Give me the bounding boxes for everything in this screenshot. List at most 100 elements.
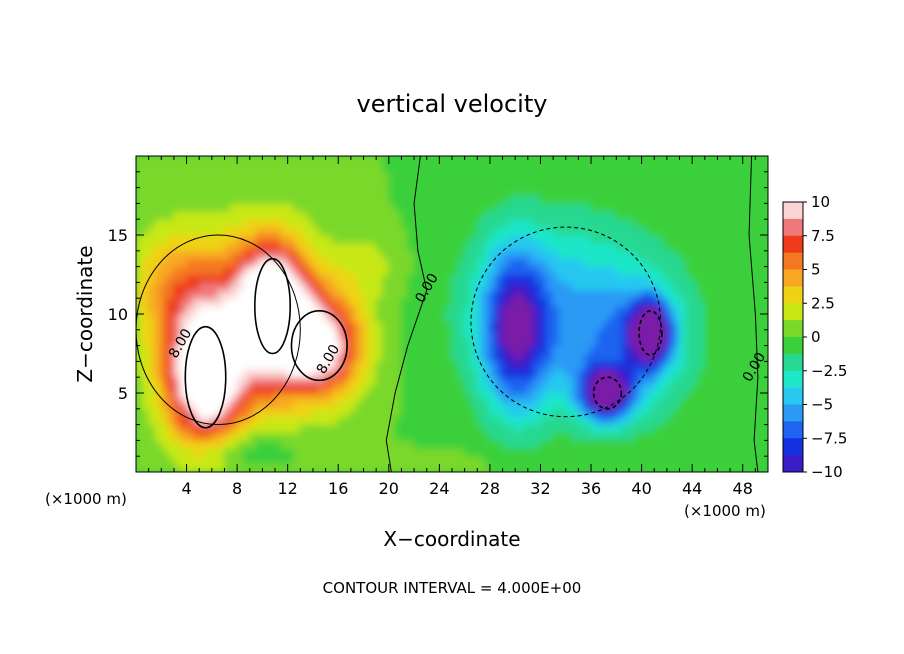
field-cell <box>489 195 497 204</box>
field-cell <box>685 171 693 181</box>
field-cell <box>628 447 636 457</box>
field-cell <box>419 416 428 426</box>
field-cell <box>356 258 365 268</box>
field-cell <box>691 179 699 189</box>
field-cell <box>729 408 737 418</box>
field-cell <box>571 455 579 465</box>
field-cell <box>470 297 478 307</box>
field-cell <box>205 202 213 212</box>
field-cell <box>742 313 750 323</box>
field-cell <box>331 242 339 252</box>
field-cell <box>230 305 238 315</box>
field-cell <box>337 337 346 347</box>
field-cell <box>754 234 763 244</box>
field-cell <box>748 202 756 212</box>
field-cell <box>280 400 289 410</box>
field-cell <box>230 187 238 196</box>
field-cell <box>223 447 232 457</box>
field-cell <box>735 210 744 220</box>
field-cell <box>451 455 459 465</box>
field-cell <box>154 274 162 283</box>
field-cell <box>394 163 402 173</box>
field-cell <box>590 234 598 244</box>
field-cell <box>577 329 586 339</box>
field-cell <box>186 392 194 402</box>
field-cell <box>217 163 225 173</box>
field-cell <box>249 360 257 370</box>
field-cell <box>729 242 737 252</box>
field-cell <box>419 187 428 196</box>
field-cell <box>160 313 169 323</box>
field-cell <box>508 337 516 347</box>
field-cell <box>679 274 687 283</box>
field-cell <box>577 321 586 331</box>
field-cell <box>274 337 282 347</box>
field-cell <box>558 187 567 196</box>
field-cell <box>318 447 327 457</box>
field-cell <box>293 345 301 354</box>
field-cell <box>716 258 725 268</box>
field-cell <box>539 392 548 402</box>
field-cell <box>299 360 308 370</box>
field-cell <box>363 179 371 189</box>
field-cell <box>205 274 213 283</box>
field-cell <box>438 424 447 433</box>
field-cell <box>716 447 725 457</box>
x-tick-label: 44 <box>682 479 702 498</box>
field-cell <box>160 297 169 307</box>
field-cell <box>438 163 447 173</box>
field-cell <box>426 163 434 173</box>
field-cell <box>242 329 251 339</box>
field-cell <box>299 218 308 228</box>
field-cell <box>287 321 295 331</box>
field-cell <box>552 210 560 220</box>
field-cell <box>571 353 579 362</box>
field-cell <box>167 376 175 386</box>
field-cell <box>261 289 270 299</box>
field-cell <box>653 337 662 347</box>
field-cell <box>344 424 352 433</box>
field-cell <box>394 289 402 299</box>
field-cell <box>394 210 402 220</box>
field-cell <box>754 250 763 260</box>
field-cell <box>369 368 377 378</box>
field-cell <box>704 258 712 268</box>
field-cell <box>426 416 434 426</box>
field-cell <box>761 258 768 268</box>
field-cell <box>464 376 472 386</box>
field-cell <box>464 353 472 362</box>
field-cell <box>331 250 339 260</box>
field-cell <box>546 424 554 433</box>
field-cell <box>685 242 693 252</box>
field-cell <box>356 439 365 449</box>
field-cell <box>660 439 668 449</box>
field-cell <box>546 408 554 418</box>
field-cell <box>565 187 573 196</box>
field-cell <box>476 400 485 410</box>
field-cell <box>653 408 662 418</box>
field-cell <box>293 432 301 441</box>
field-cell <box>242 368 251 378</box>
field-cell <box>388 258 396 268</box>
field-cell <box>710 218 718 228</box>
field-cell <box>666 368 674 378</box>
field-cell <box>584 187 592 196</box>
field-cell <box>742 274 750 283</box>
field-cell <box>527 400 535 410</box>
field-cell <box>192 392 200 402</box>
field-cell <box>495 210 504 220</box>
field-cell <box>634 156 643 165</box>
field-cell <box>261 305 270 315</box>
field-cell <box>160 179 169 189</box>
field-cell <box>261 171 270 181</box>
field-cell <box>495 416 504 426</box>
field-cell <box>577 353 586 362</box>
field-cell <box>160 234 169 244</box>
field-cell <box>268 163 276 173</box>
field-cell <box>634 416 643 426</box>
field-cell <box>476 281 485 291</box>
field-cell <box>369 289 377 299</box>
field-cell <box>223 187 232 196</box>
field-cell <box>539 226 548 236</box>
